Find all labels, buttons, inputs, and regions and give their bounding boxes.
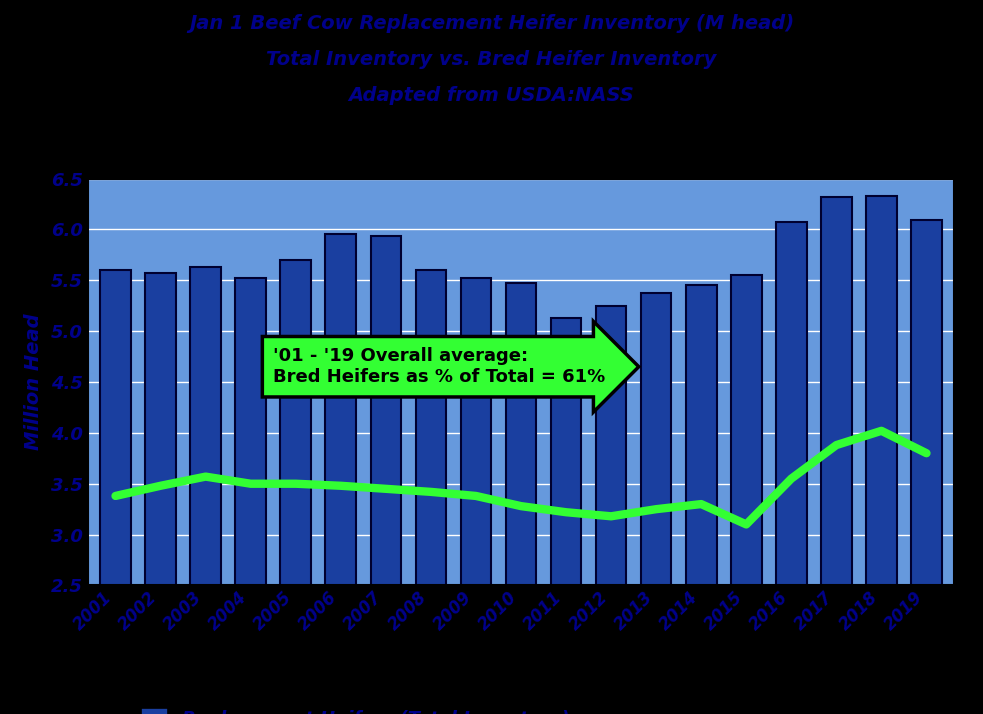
Bar [821, 197, 851, 714]
Bar [461, 278, 492, 714]
Bar [505, 283, 537, 714]
Bar [776, 222, 807, 714]
Bar [280, 260, 311, 714]
Text: Total Inventory vs. Bred Heifer Inventory: Total Inventory vs. Bred Heifer Inventor… [266, 50, 717, 69]
Text: Jan 1 Beef Cow Replacement Heifer Inventory (M head): Jan 1 Beef Cow Replacement Heifer Invent… [189, 14, 794, 34]
Bar [596, 306, 626, 714]
Bar [686, 286, 717, 714]
Bar [325, 234, 356, 714]
Bar [191, 267, 221, 714]
Bar [911, 220, 942, 714]
Text: Adapted from USDA:NASS: Adapted from USDA:NASS [349, 86, 634, 105]
Bar [371, 236, 401, 714]
Bar [866, 196, 896, 714]
Bar [100, 270, 131, 714]
Text: '01 - '19 Overall average:
Bred Heifers as % of Total = 61%: '01 - '19 Overall average: Bred Heifers … [273, 347, 606, 386]
Bar [416, 270, 446, 714]
Bar [550, 318, 581, 714]
Bar [235, 278, 266, 714]
Y-axis label: Million Head: Million Head [24, 313, 42, 451]
Bar [641, 293, 671, 714]
Legend: Replacement Heifers (Total Inventory), Bred Heifers (Expected to Calve In Coming: Replacement Heifers (Total Inventory), B… [141, 708, 673, 714]
Bar [145, 273, 176, 714]
Bar [731, 275, 762, 714]
